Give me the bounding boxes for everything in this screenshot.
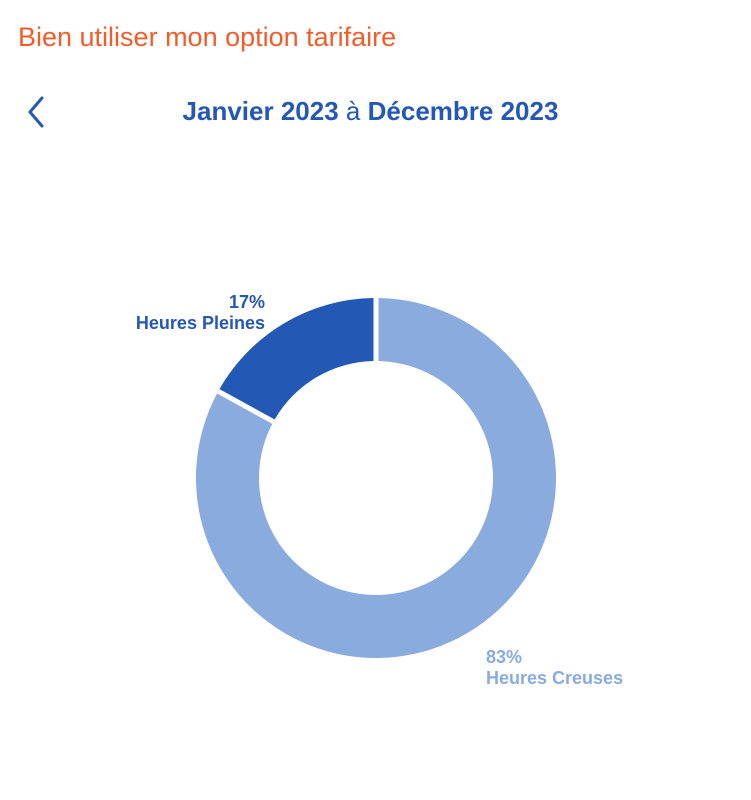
period-conjunction: à <box>345 96 361 126</box>
chevron-left-icon <box>28 96 44 128</box>
percent-heures-creuses: 83% <box>486 647 523 667</box>
donut-slice-heures-pleines <box>219 298 374 420</box>
page-title: Bien utiliser mon option tarifaire <box>18 22 397 52</box>
name-heures-creuses: Heures Creuses <box>486 668 624 688</box>
period-range: Janvier 2023 à Décembre 2023 <box>0 96 741 127</box>
period-start: Janvier 2023 <box>182 96 339 126</box>
donut-slice-heures-creuses <box>196 298 557 658</box>
period-end: Décembre 2023 <box>367 96 559 126</box>
name-heures-pleines: Heures Pleines <box>135 313 265 333</box>
back-button[interactable] <box>20 92 52 132</box>
label-heures-creuses: 83% Heures Creuses <box>486 647 623 689</box>
percent-heures-pleines: 17% <box>228 292 265 312</box>
label-heures-pleines: 17% Heures Pleines <box>136 292 265 334</box>
